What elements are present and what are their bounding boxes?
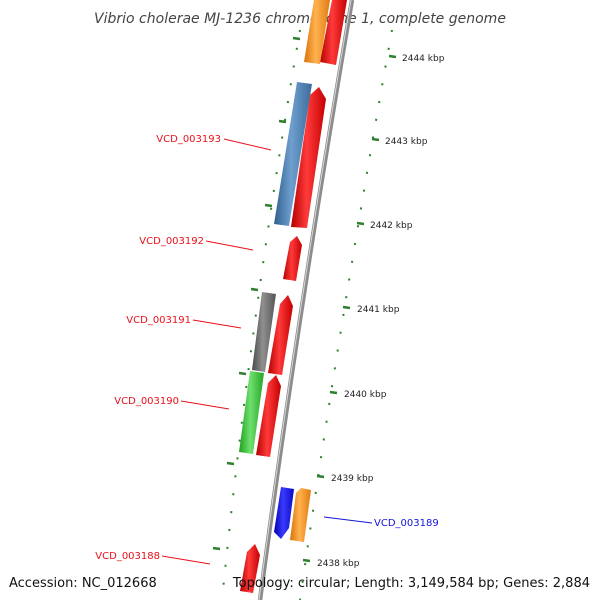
scale-tick	[250, 287, 259, 292]
gene-label[interactable]: VCD_003192	[139, 236, 204, 247]
gene-label[interactable]: VCD_003191	[126, 315, 191, 326]
scale-tick	[226, 461, 235, 466]
gene-label[interactable]: VCD_003188	[95, 551, 160, 562]
scale-tick	[316, 474, 325, 479]
map-title: Vibrio cholerae MJ-1236 chromosome 1, co…	[94, 11, 506, 27]
cds-feature[interactable]	[268, 295, 293, 375]
leader-line	[323, 516, 373, 524]
scale-labels: 2444 kbp 2443 kbp 2442 kbp 2441 kbp 2440…	[317, 54, 445, 569]
scale-label: 2439 kbp	[331, 474, 374, 484]
cds-feature[interactable]	[320, 0, 347, 65]
leader-line	[161, 555, 211, 565]
cds-feature[interactable]	[283, 236, 302, 281]
scale-label: 2443 kbp	[385, 137, 428, 147]
scale-tick	[212, 546, 221, 551]
gray-feature[interactable]	[252, 292, 276, 372]
scale-tick	[356, 221, 365, 226]
scale-tick	[302, 558, 311, 563]
accession-label: Accession: NC_012668	[9, 576, 157, 591]
leader-line	[205, 240, 254, 251]
leader-line	[192, 319, 242, 329]
gene-label[interactable]: VCD_003193	[156, 134, 221, 145]
cds-feature[interactable]	[291, 87, 326, 228]
gene-label[interactable]: VCD_003189	[374, 518, 439, 529]
green-feature[interactable]	[239, 371, 264, 454]
scale-label: 2440 kbp	[344, 390, 387, 400]
scale-tick	[329, 390, 338, 395]
leader-line	[223, 138, 272, 151]
gene-labels: VCD_003193 VCD_003192 VCD_003191 VCD_003…	[95, 134, 438, 562]
scale-label: 2444 kbp	[402, 54, 445, 64]
chromosome-backbone-highlight	[258, 0, 352, 600]
scale-label: 2438 kbp	[317, 559, 360, 569]
label-leaders	[161, 138, 373, 565]
scale-tick	[278, 119, 287, 124]
scale-ticks	[302, 54, 397, 563]
genome-summary: Topology: circular; Length: 3,149,584 bp…	[232, 576, 590, 591]
scale-tick	[292, 36, 301, 41]
orange-feature[interactable]	[304, 0, 330, 64]
royal-blue-feature[interactable]	[274, 487, 294, 539]
scale-tick	[264, 203, 273, 208]
scale-tick	[342, 305, 351, 310]
chromosome-backbone	[257, 0, 355, 600]
cds-feature[interactable]	[240, 544, 260, 593]
scale-label: 2441 kbp	[357, 305, 400, 315]
scale-tick	[388, 54, 397, 59]
leader-line	[180, 400, 230, 410]
scale-label: 2442 kbp	[370, 221, 413, 231]
feature-track	[239, 0, 330, 542]
gene-label[interactable]: VCD_003190	[114, 396, 179, 407]
cds-feature[interactable]	[256, 375, 281, 457]
scale-tick	[238, 371, 247, 376]
inner-ticks	[212, 36, 301, 551]
scale-tick	[371, 137, 380, 142]
forward-cds-track	[240, 0, 347, 593]
blue-feature[interactable]	[274, 82, 312, 226]
orange-feature[interactable]	[290, 488, 311, 542]
